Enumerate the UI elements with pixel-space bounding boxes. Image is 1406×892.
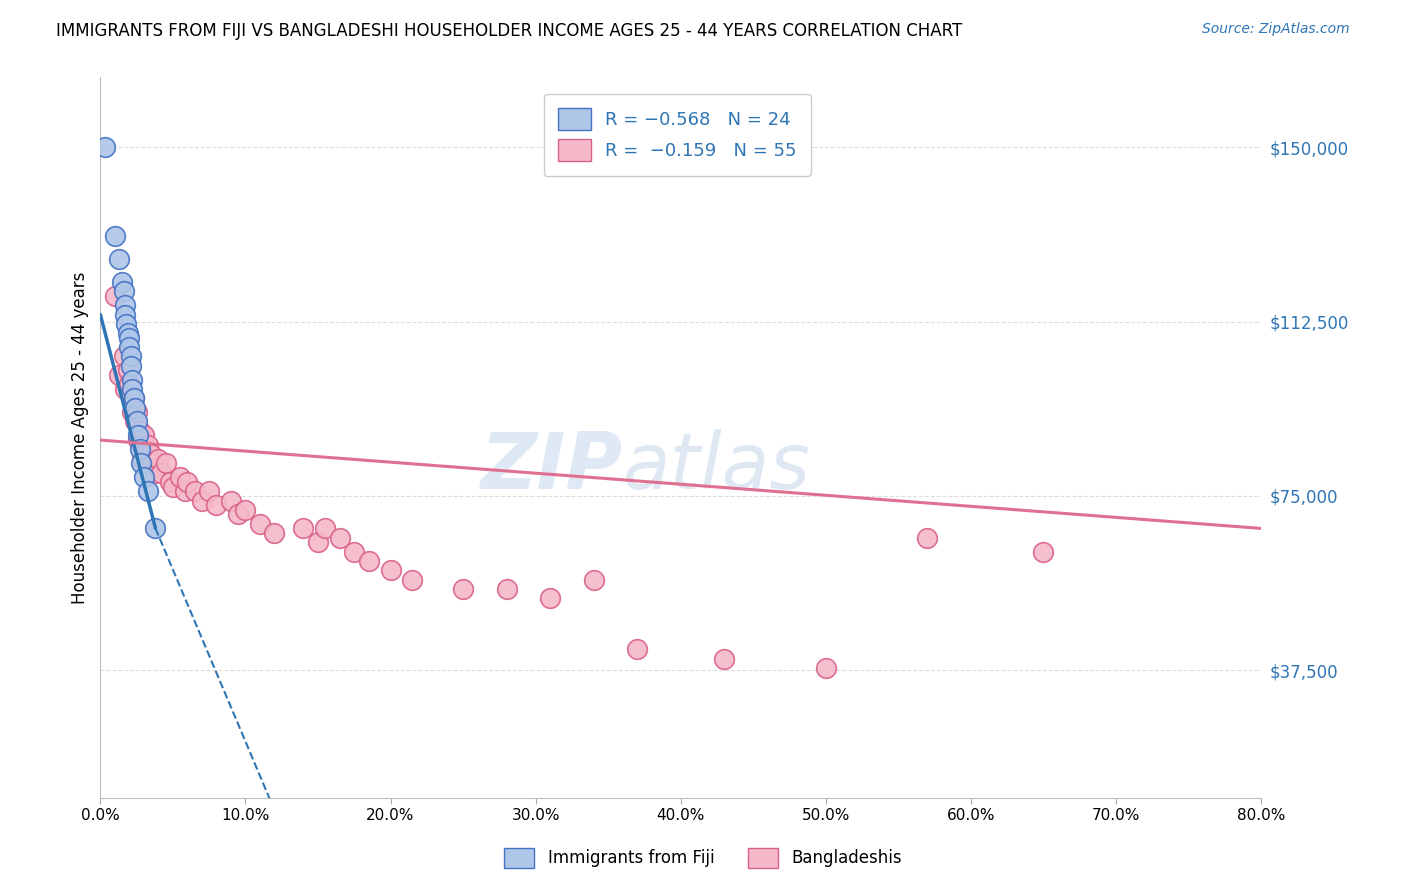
Point bbox=[139, 447, 162, 461]
Point bbox=[162, 479, 184, 493]
Point bbox=[93, 140, 115, 154]
Point bbox=[111, 275, 134, 289]
Point bbox=[538, 591, 561, 606]
Point bbox=[128, 442, 150, 457]
Point bbox=[114, 308, 136, 322]
Point bbox=[451, 582, 474, 596]
Point bbox=[292, 521, 315, 535]
Point bbox=[114, 298, 136, 312]
Point bbox=[124, 415, 146, 429]
Text: atlas: atlas bbox=[623, 428, 811, 505]
Point bbox=[401, 573, 423, 587]
Point bbox=[145, 466, 167, 480]
Point bbox=[135, 447, 157, 461]
Point bbox=[121, 405, 143, 419]
Point bbox=[226, 508, 249, 522]
Point bbox=[1032, 544, 1054, 558]
Point bbox=[129, 456, 152, 470]
Point bbox=[124, 401, 146, 415]
Point bbox=[112, 285, 135, 299]
Point bbox=[104, 228, 127, 243]
Point bbox=[155, 456, 177, 470]
Text: ZIP: ZIP bbox=[481, 428, 623, 505]
Point bbox=[495, 582, 517, 596]
Point bbox=[117, 326, 139, 340]
Point bbox=[121, 382, 143, 396]
Point bbox=[108, 368, 131, 382]
Text: Source: ZipAtlas.com: Source: ZipAtlas.com bbox=[1202, 22, 1350, 37]
Legend: R = −0.568   N = 24, R =  −0.159   N = 55: R = −0.568 N = 24, R = −0.159 N = 55 bbox=[544, 94, 811, 176]
Point bbox=[125, 405, 148, 419]
Point bbox=[249, 516, 271, 531]
Point bbox=[122, 391, 145, 405]
Y-axis label: Householder Income Ages 25 - 44 years: Householder Income Ages 25 - 44 years bbox=[72, 271, 89, 604]
Point bbox=[127, 428, 149, 442]
Point bbox=[121, 373, 143, 387]
Point bbox=[380, 563, 402, 577]
Point bbox=[112, 350, 135, 364]
Point bbox=[129, 438, 152, 452]
Point bbox=[173, 484, 195, 499]
Point bbox=[917, 531, 939, 545]
Point bbox=[115, 317, 138, 331]
Point bbox=[131, 451, 153, 466]
Text: IMMIGRANTS FROM FIJI VS BANGLADESHI HOUSEHOLDER INCOME AGES 25 - 44 YEARS CORREL: IMMIGRANTS FROM FIJI VS BANGLADESHI HOUS… bbox=[56, 22, 963, 40]
Point bbox=[235, 503, 257, 517]
Point bbox=[118, 331, 141, 345]
Point bbox=[582, 573, 605, 587]
Point bbox=[357, 554, 380, 568]
Point bbox=[142, 456, 165, 470]
Point bbox=[104, 289, 127, 303]
Point bbox=[120, 350, 142, 364]
Point bbox=[132, 428, 155, 442]
Point bbox=[626, 642, 648, 657]
Point bbox=[191, 493, 214, 508]
Point bbox=[136, 438, 159, 452]
Point bbox=[125, 415, 148, 429]
Point bbox=[314, 521, 336, 535]
Point bbox=[329, 531, 352, 545]
Point bbox=[128, 424, 150, 438]
Legend: Immigrants from Fiji, Bangladeshis: Immigrants from Fiji, Bangladeshis bbox=[498, 841, 908, 875]
Point bbox=[219, 493, 242, 508]
Point bbox=[150, 466, 173, 480]
Point bbox=[108, 252, 131, 266]
Point bbox=[169, 470, 191, 484]
Point bbox=[343, 544, 366, 558]
Point bbox=[159, 475, 181, 489]
Point bbox=[122, 391, 145, 405]
Point bbox=[176, 475, 198, 489]
Point bbox=[120, 359, 142, 373]
Point bbox=[183, 484, 205, 499]
Point bbox=[307, 535, 329, 549]
Point bbox=[117, 363, 139, 377]
Point bbox=[205, 498, 228, 512]
Point bbox=[263, 526, 285, 541]
Point bbox=[114, 382, 136, 396]
Point bbox=[120, 386, 142, 401]
Point bbox=[118, 340, 141, 354]
Point bbox=[127, 433, 149, 447]
Point bbox=[136, 484, 159, 499]
Point bbox=[814, 661, 837, 675]
Point bbox=[118, 377, 141, 392]
Point bbox=[198, 484, 221, 499]
Point bbox=[145, 521, 167, 535]
Point bbox=[148, 451, 170, 466]
Point bbox=[132, 470, 155, 484]
Point bbox=[713, 651, 735, 665]
